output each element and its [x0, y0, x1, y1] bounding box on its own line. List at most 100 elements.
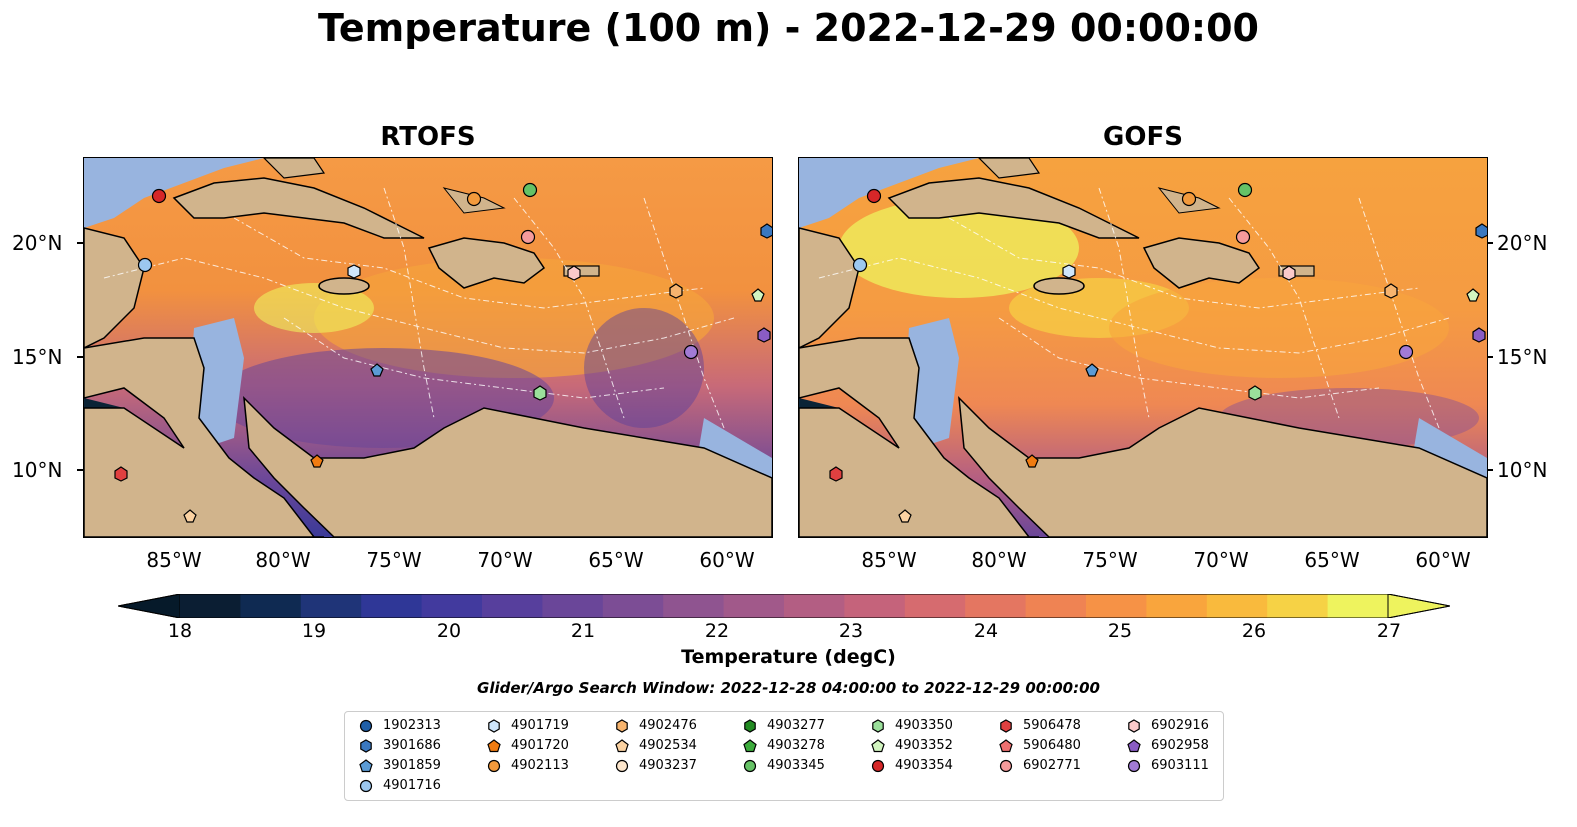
- legend-item: 4903354: [871, 758, 953, 773]
- legend-item-label: 4901720: [511, 738, 569, 753]
- colorbar-tick-label: 26: [1241, 620, 1267, 642]
- legend-item-label: 1902313: [383, 718, 441, 733]
- rtofs-lon-label: 65°W: [588, 548, 644, 572]
- lat-tick: [77, 242, 83, 244]
- legend-item: 6902916: [1127, 718, 1209, 733]
- circle-marker-icon: [871, 759, 885, 772]
- legend-item: 4903278: [743, 738, 825, 753]
- colorbar-tick-label: 27: [1376, 620, 1402, 642]
- legend-item: 3901686: [359, 738, 441, 753]
- colorbar-segment: [1206, 594, 1268, 618]
- circle-marker-icon: [1127, 759, 1141, 772]
- colorbar-segment: [421, 594, 483, 618]
- legend-item-label: 5906478: [1023, 718, 1081, 733]
- colorbar-segment: [1146, 594, 1208, 618]
- hexagon-marker-icon: [616, 718, 628, 733]
- colorbar-segment: [904, 594, 966, 618]
- legend-item: 4902534: [615, 738, 697, 753]
- rtofs-lon-label: 75°W: [366, 548, 422, 572]
- lat-label-right: 20°N: [1497, 231, 1548, 255]
- colorbar-tick-label: 23: [838, 620, 864, 642]
- legend-item: 4903237: [615, 758, 697, 773]
- colorbar-segment: [1267, 594, 1329, 618]
- colorbar-segment: [1025, 594, 1087, 618]
- legend-item-label: 4902476: [639, 718, 697, 733]
- rtofs-map[interactable]: [83, 157, 773, 538]
- colorbar-high-extend: [1387, 593, 1451, 619]
- lat-tick: [1487, 356, 1493, 358]
- lat-label-right: 10°N: [1497, 458, 1548, 482]
- rtofs-lon-label: 60°W: [699, 548, 755, 572]
- circle-marker-icon: [999, 759, 1013, 772]
- hexagon-marker-icon: [1000, 718, 1012, 733]
- gofs-map[interactable]: [798, 157, 1488, 538]
- colorbar-tick-label: 18: [167, 620, 193, 642]
- pentagon-marker-icon: [1127, 738, 1141, 752]
- legend-item-label: 4901719: [511, 718, 569, 733]
- legend-item-label: 4901716: [383, 778, 441, 793]
- pentagon-marker-icon: [999, 738, 1013, 752]
- legend-item-label: 4902534: [639, 738, 697, 753]
- legend-item: 3901859: [359, 758, 441, 773]
- legend: 1902313 3901686 3901859 4901716 4901719 49017…: [344, 711, 1224, 801]
- lat-tick: [1487, 469, 1493, 471]
- lat-label-left: 15°N: [12, 345, 63, 369]
- colorbar-tick-label: 24: [973, 620, 999, 642]
- lat-tick: [77, 469, 83, 471]
- colorbar-tick-label: 21: [570, 620, 596, 642]
- colorbar-segment: [180, 594, 241, 618]
- legend-item: 6902958: [1127, 738, 1209, 753]
- circle-marker-icon: [615, 759, 629, 772]
- gofs-lon-label: 65°W: [1304, 548, 1360, 572]
- legend-item-label: 6902771: [1023, 758, 1081, 773]
- lat-tick: [77, 356, 83, 358]
- legend-item: 6902771: [999, 758, 1081, 773]
- legend-item: 4901719: [487, 718, 569, 733]
- legend-item: 4903350: [871, 718, 953, 733]
- legend-item-label: 3901859: [383, 758, 441, 773]
- colorbar-tick-label: 22: [704, 620, 730, 642]
- colorbar-segment: [965, 594, 1027, 618]
- colorbar-tick-label: 20: [436, 620, 462, 642]
- colorbar-segment: [1086, 594, 1147, 618]
- circle-marker-icon: [743, 759, 757, 772]
- gofs-panel-title: GOFS: [1103, 122, 1183, 152]
- legend-item-label: 4903277: [767, 718, 825, 733]
- pentagon-marker-icon: [615, 738, 629, 752]
- legend-item: 4901720: [487, 738, 569, 753]
- legend-item: 4903345: [743, 758, 825, 773]
- hexagon-marker-icon: [744, 718, 756, 733]
- colorbar-segment: [1327, 594, 1389, 618]
- colorbar-segment: [361, 594, 423, 618]
- colorbar-tick-label: 19: [301, 620, 327, 642]
- colorbar-segment: [784, 594, 845, 618]
- legend-item-label: 6902958: [1151, 738, 1209, 753]
- colorbar-segment: [300, 594, 362, 618]
- colorbar-segment: [542, 594, 604, 618]
- colorbar-tick-label: 25: [1107, 620, 1133, 642]
- legend-item: 1902313: [359, 718, 441, 733]
- rtofs-lon-label: 80°W: [255, 548, 311, 572]
- legend-item: 4902113: [487, 758, 569, 773]
- colorbar-segment: [240, 594, 302, 618]
- gofs-lon-label: 70°W: [1193, 548, 1249, 572]
- legend-item-label: 3901686: [383, 738, 441, 753]
- legend-item-label: 4903350: [895, 718, 953, 733]
- legend-item: 4903352: [871, 738, 953, 753]
- hexagon-marker-icon: [1128, 718, 1140, 733]
- legend-item-label: 4903237: [639, 758, 697, 773]
- lat-tick: [1487, 242, 1493, 244]
- gofs-lon-label: 60°W: [1415, 548, 1471, 572]
- page-title: Temperature (100 m) - 2022-12-29 00:00:0…: [317, 6, 1259, 50]
- gofs-lon-label: 75°W: [1082, 548, 1138, 572]
- legend-item: 4901716: [359, 778, 441, 793]
- gofs-lon-label: 85°W: [861, 548, 917, 572]
- circle-marker-icon: [359, 779, 373, 792]
- colorbar-low-extend: [117, 593, 181, 619]
- colorbar-segment: [723, 594, 785, 618]
- legend-item-label: 6903111: [1151, 758, 1209, 773]
- legend-item-label: 4903352: [895, 738, 953, 753]
- legend-item: 5906478: [999, 718, 1081, 733]
- lat-label-right: 15°N: [1497, 345, 1548, 369]
- pentagon-marker-icon: [487, 738, 501, 752]
